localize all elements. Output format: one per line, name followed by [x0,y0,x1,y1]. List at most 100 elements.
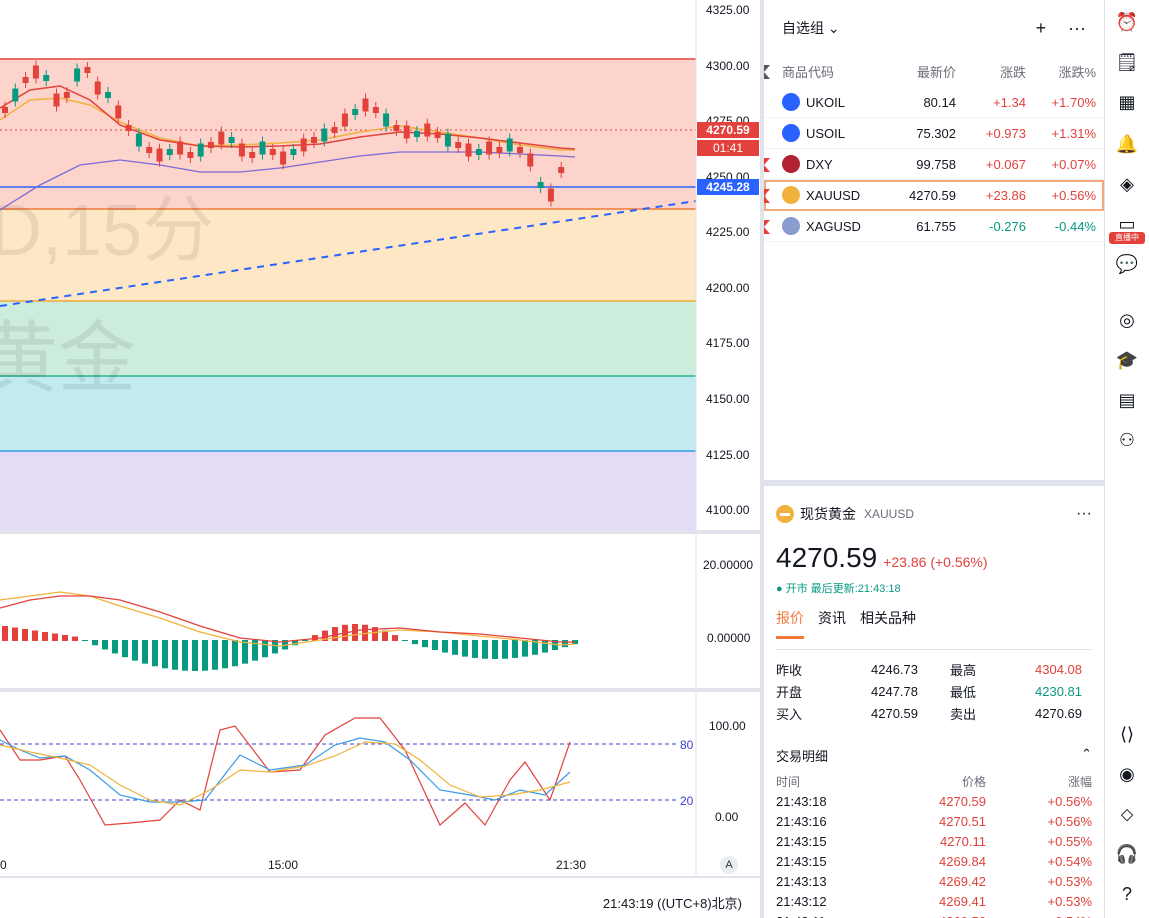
watchlist-column-headers: 商品代码 最新价 涨跌 涨跌% [764,56,1104,87]
stat-row: 昨收 4246.73 最高 4304.08 [776,658,1092,680]
macd-bar [92,640,98,646]
candle-body [74,68,81,82]
candle-body [311,137,317,143]
macd-bar [252,640,258,661]
change: +23.86 [985,187,1026,203]
watchlist-row[interactable]: XAUUSD 4270.59 +23.86 +0.56% [764,180,1104,211]
stat-value: 4270.69 [1035,705,1082,721]
trade-row: 21:43:114269.56+0.54% [776,911,1092,918]
macd-bar [132,640,138,661]
symbol-cell: DXY [764,155,884,173]
macd-bar [492,640,498,659]
candle-body [105,92,111,98]
more-icon[interactable]: ··· [1068,17,1086,38]
notes-icon[interactable]: 🗒 [1115,52,1139,72]
price-axis-label: 4150.00 [706,392,750,406]
macd-bar [172,640,178,670]
flag-icon[interactable] [764,158,770,172]
price-axis-label: 4125.00 [706,448,750,462]
auto-scale-button[interactable]: A [720,856,738,874]
macd-bar [302,640,308,641]
detail-price-row: 4270.59 +23.86 (+0.56%) [776,542,1092,574]
watermark-symbol: D,15分 [0,191,214,271]
target-icon[interactable]: ◎ [1119,310,1135,330]
help-icon[interactable]: ? [1121,884,1132,904]
flag-icon[interactable] [764,189,770,203]
line-price-tag: 4245.28 [697,179,759,195]
watchlist-row[interactable]: DXY 99.758 +0.067 +0.07% [764,149,1104,180]
chart-pane[interactable]: D,15分 黄金 20.00000 0.00000 80 [0,0,760,918]
price-chart[interactable]: D,15分 黄金 20.00000 0.00000 80 [0,0,760,918]
stat-label: 昨收 [776,662,803,678]
eye-icon[interactable]: ◉ [1119,764,1135,784]
macd-bar [532,640,538,655]
change-pct: +1.31% [1051,125,1096,141]
watchlist-title-dropdown[interactable]: 自选组 ⌄ [782,18,1018,38]
stat-label: 最低 [950,684,977,700]
more-icon[interactable]: ··· [1076,505,1092,522]
countdown-tag: 01:41 [697,140,759,156]
candle-body [197,143,204,157]
detail-change: +23.86 (+0.56%) [883,554,988,570]
candle-body [383,113,390,127]
fib-zone-upper [0,209,696,301]
candle-body [32,65,39,79]
plus-icon[interactable]: + [1035,17,1047,38]
tab-related[interactable]: 相关品种 [860,610,916,626]
candle-body [424,123,431,137]
trades-header[interactable]: 交易明细 ⌃ [776,746,1092,765]
candle-body [300,138,307,152]
table-icon[interactable]: ▤ [1118,390,1136,410]
video-icon[interactable]: ▭ [1118,214,1136,234]
bell-icon[interactable]: 🔔 [1115,134,1139,154]
graduation-cap-icon[interactable]: 🎓 [1115,350,1139,370]
divider[interactable] [760,0,764,918]
watchlist-row[interactable]: XAGUSD 61.755 -0.276 -0.44% [764,211,1104,242]
candle-body [115,105,122,119]
macd-bar [322,630,328,641]
watchlist-row[interactable]: USOIL 75.302 +0.973 +1.31% [764,118,1104,149]
price-axis-label: 4200.00 [706,281,750,295]
alarm-clock-icon[interactable]: ⏰ [1115,12,1139,32]
watchlist-row[interactable]: UKOIL 80.14 +1.34 +1.70% [764,87,1104,118]
macd-bar [112,640,118,654]
col-last[interactable]: 最新价 [916,65,956,80]
trade-price: 4270.51 [939,813,986,829]
macd-bar [12,627,18,641]
trade-time: 21:43:12 [776,893,827,909]
macd-bar [82,640,88,641]
col-change[interactable]: 涨跌 [999,65,1026,80]
chart-network-icon[interactable]: ⚇ [1118,430,1136,450]
macd-bar [392,635,398,641]
col-pct[interactable]: 涨跌% [1058,65,1096,80]
fib-zone-bottom [0,451,696,530]
col-symbol[interactable]: 商品代码 [782,65,835,80]
last-price: 4270.59 [909,187,956,203]
compare-icon[interactable]: ⟨⟩ [1119,724,1135,744]
stoch-level-80: 80 [680,738,694,752]
trade-pct: +0.54% [986,914,1092,918]
headset-icon[interactable]: 🎧 [1115,844,1139,864]
stat-label: 卖出 [950,706,977,722]
chevron-up-icon[interactable]: ⌃ [1081,746,1092,761]
chat-icon[interactable]: 💬 [1115,254,1139,274]
fib-zone-mid [0,301,696,376]
handshake-icon[interactable]: ⬦ [1120,804,1134,824]
watchlist-header: 自选组 ⌄ + ··· [764,0,1104,56]
macd-bar [472,640,478,658]
candle-body [444,133,451,147]
macd-axis-zero: 0.00000 [707,631,751,645]
macd-bar [272,640,278,654]
price-axis: 4325.00 4300.00 4275.00 4250.00 4225.00 … [706,3,750,517]
macd-axis-top: 20.00000 [703,558,753,572]
flag-icon[interactable] [764,220,770,234]
symbol-name: USOIL [806,125,846,141]
symbol-name: XAUUSD [806,187,861,203]
tab-quote[interactable]: 报价 [776,608,804,639]
macd-bar [52,633,58,641]
trade-price: 4269.41 [939,893,986,909]
macd-bar [62,635,68,641]
tab-news[interactable]: 资讯 [818,610,846,626]
layers-icon[interactable]: ◈ [1120,174,1134,194]
calendar-icon[interactable]: ▦ [1118,92,1136,112]
